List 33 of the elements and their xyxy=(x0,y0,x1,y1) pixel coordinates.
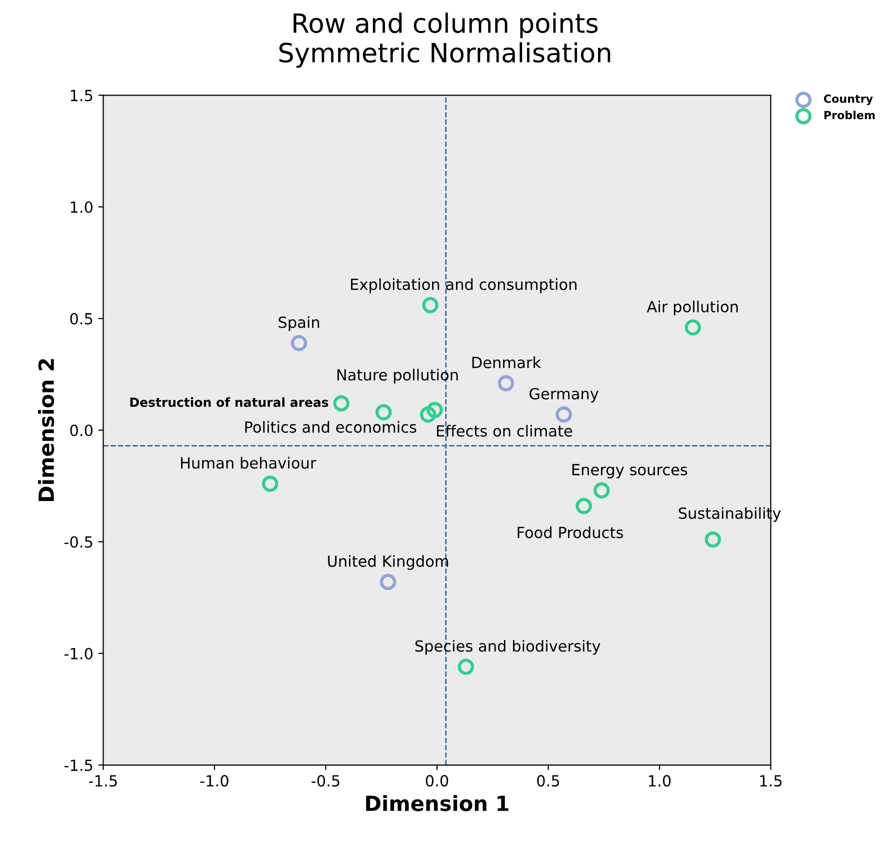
y-tick-label: -1.0 xyxy=(64,648,93,660)
y-tick-label: 0.0 xyxy=(70,424,93,436)
annotation: Germany xyxy=(530,388,598,402)
annotation: Effects on climate xyxy=(436,424,572,437)
y-tick-label: 0.5 xyxy=(70,312,92,325)
annotation: Denmark xyxy=(472,356,542,368)
y-tick-label: 1.5 xyxy=(70,90,92,102)
chart-title: Row and column points Symmetric Normalisation xyxy=(279,12,610,68)
annotation: Species and biodiversity xyxy=(415,640,600,655)
annotation: Destruction of natural areas xyxy=(130,397,328,407)
annotation: Exploitation and consumption xyxy=(351,278,576,294)
annotation: Human behaviour xyxy=(181,456,316,469)
x-axis-title: Dimension 1 xyxy=(366,795,508,812)
legend-label: Country xyxy=(824,94,873,106)
x-tick-label: 0.0 xyxy=(426,775,448,787)
annotation: Food Products xyxy=(518,526,623,538)
annotation: United Kingdom xyxy=(328,555,448,570)
x-tick-label: 1.0 xyxy=(649,775,671,787)
x-tick-label: 1.5 xyxy=(760,775,782,787)
y-tick-label: -0.5 xyxy=(64,536,92,548)
annotation: Spain xyxy=(278,316,320,332)
legend-label: Problem xyxy=(824,110,875,120)
annotation: Air pollution xyxy=(646,300,738,316)
annotation: Politics and economics xyxy=(245,421,416,433)
y-tick-label: 1.0 xyxy=(70,201,93,213)
y-tick-label: -1.5 xyxy=(64,760,92,772)
x-tick-label: -1.0 xyxy=(200,775,228,787)
x-tick-label: 0.5 xyxy=(537,775,560,787)
x-tick-label: -0.5 xyxy=(312,775,340,787)
annotation: Nature pollution xyxy=(337,368,458,384)
y-axis-title: Dimension 2 xyxy=(38,359,54,501)
annotation: Energy sources xyxy=(572,464,688,478)
x-tick-label: -1.5 xyxy=(89,775,117,787)
